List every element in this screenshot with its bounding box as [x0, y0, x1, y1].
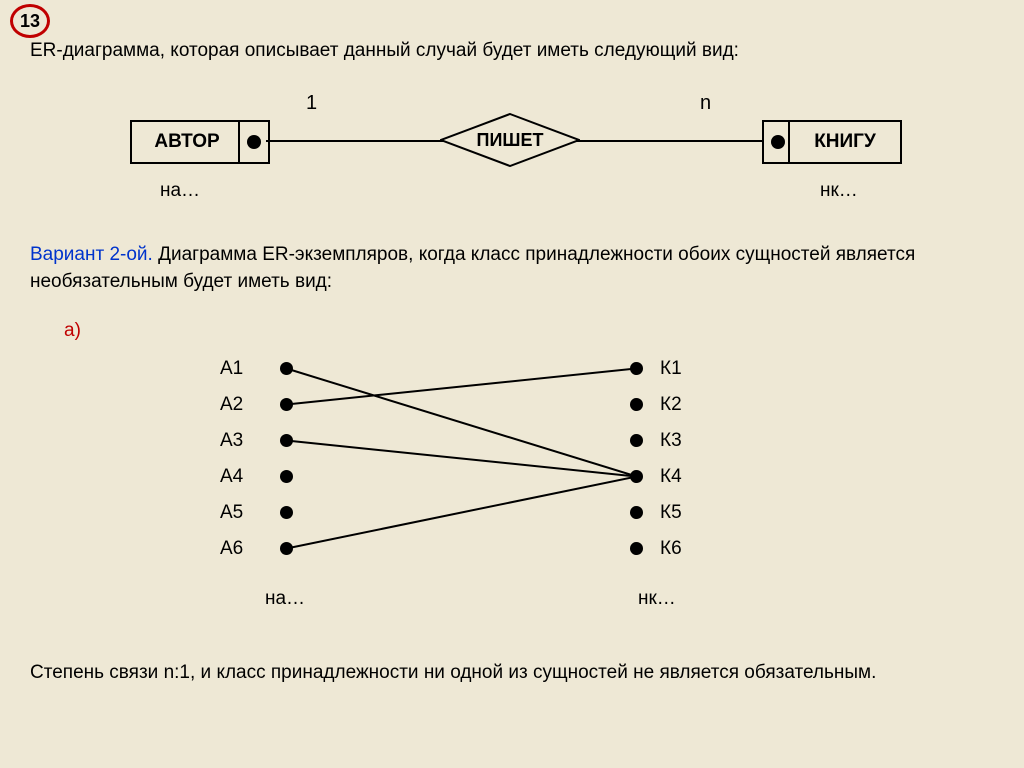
cardinality-right: n [700, 92, 711, 115]
instance-left-label: А5 [220, 502, 243, 524]
instance-right-label: К2 [660, 394, 682, 416]
instance-left-dot [280, 506, 293, 519]
instance-right-dot [630, 542, 643, 555]
option-a-label: а) [64, 320, 81, 342]
instance-right-dot [630, 470, 643, 483]
relation-diamond: ПИШЕТ [440, 113, 580, 167]
er-diagram: 1 n АВТОР ПИШЕТ КНИГУ на… нк… [0, 100, 1024, 200]
instance-under-right: нк… [638, 588, 676, 610]
instance-edges-svg [0, 350, 1024, 630]
instance-left-dot [280, 398, 293, 411]
instance-left-dot [280, 470, 293, 483]
entity-author: АВТОР [130, 120, 244, 164]
instance-left-dot [280, 542, 293, 555]
instance-diagram: А1 А2 А3 А4 А5 А6 К1 К2 К3 К4 К5 К6 на… нк… [0, 350, 1024, 630]
instance-left-label: А3 [220, 430, 243, 452]
instance-left-dot [280, 362, 293, 375]
page-number-badge: 13 [10, 4, 50, 38]
variant-rest: Диаграмма ER-экземпляров, когда класс пр… [30, 244, 915, 292]
instance-right-label: К6 [660, 538, 682, 560]
er-line-left [266, 140, 444, 142]
er-line-right [576, 140, 764, 142]
instance-edge [287, 369, 637, 405]
instance-edge [287, 477, 637, 549]
instance-right-label: К4 [660, 466, 682, 488]
instance-right-dot [630, 398, 643, 411]
instance-right-label: К3 [660, 430, 682, 452]
instance-left-label: А2 [220, 394, 243, 416]
instance-edge [287, 369, 637, 477]
variant-label: Вариант 2-ой. [30, 244, 153, 265]
intro-text: ER-диаграмма, которая описывает данный с… [30, 40, 994, 62]
cardinality-left: 1 [306, 92, 317, 115]
instance-right-label: К1 [660, 358, 682, 380]
paragraph-conclusion: Степень связи n:1, и класс принадлежност… [30, 660, 994, 687]
instance-left-label: А4 [220, 466, 243, 488]
instance-left-label: А1 [220, 358, 243, 380]
relation-label: ПИШЕТ [477, 130, 544, 151]
instance-left-dot [280, 434, 293, 447]
instance-edge [287, 441, 637, 477]
instance-right-label: К5 [660, 502, 682, 524]
instance-under-left: на… [265, 588, 305, 610]
instance-right-dot [630, 506, 643, 519]
instance-right-dot [630, 434, 643, 447]
er-under-right: нк… [820, 180, 858, 202]
instance-right-dot [630, 362, 643, 375]
instance-left-label: А6 [220, 538, 243, 560]
paragraph-variant: Вариант 2-ой. Диаграмма ER-экземпляров, … [30, 242, 994, 295]
entity-book: КНИГУ [788, 120, 902, 164]
er-under-left: на… [160, 180, 200, 202]
entity-author-dot [238, 120, 270, 164]
